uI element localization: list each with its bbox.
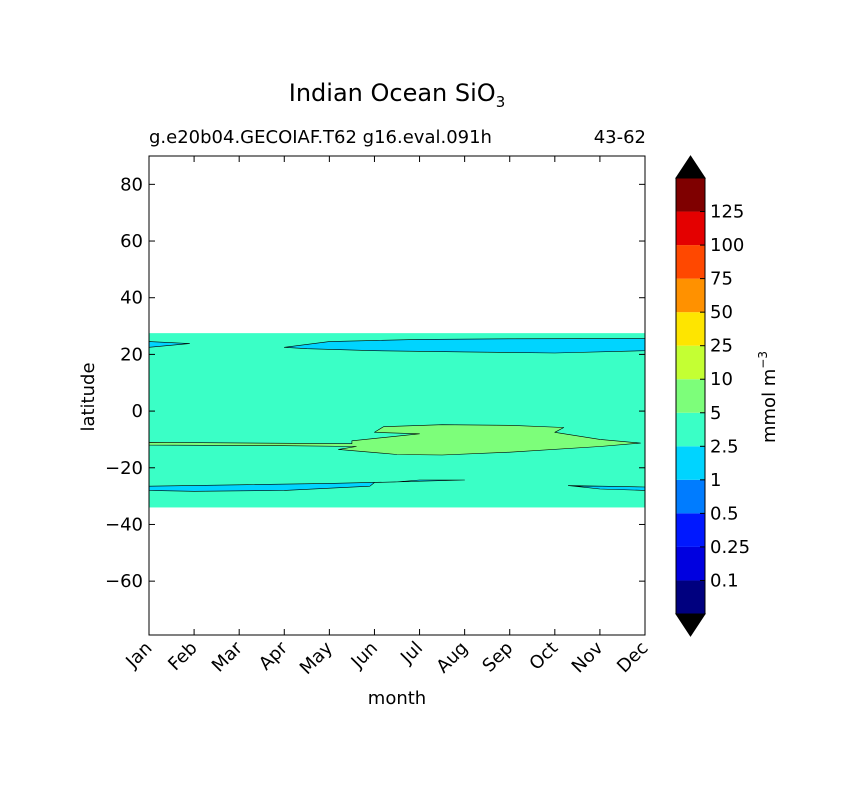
plot-area: 80 60 40 20 0 −20 −40 −60 Jan Feb Mar Apr May Jun Jul A… — [105, 155, 653, 679]
colorbar: 0.1 0.25 0.5 1 2.5 5 10 25 50 75 100 125 — [675, 155, 750, 637]
colorbar-swatch — [676, 513, 705, 547]
colorbar-extend-max — [675, 155, 706, 179]
colorbar-swatch — [676, 479, 705, 514]
x-tick-label: Jan — [121, 638, 156, 673]
y-tick-label: −40 — [105, 514, 143, 535]
colorbar-tick-label: 75 — [710, 269, 733, 290]
chart-title-subscript: 3 — [496, 93, 506, 111]
x-tick-label: Dec — [613, 638, 652, 677]
colorbar-tick-label: 0.25 — [710, 537, 750, 558]
colorbar-swatch — [676, 312, 705, 346]
x-tick-label: Sep — [478, 638, 517, 677]
colorbar-tick-label: 0.5 — [710, 503, 739, 524]
colorbar-swatch — [676, 211, 705, 246]
y-tick-label: −60 — [105, 571, 143, 592]
y-tick-label: 60 — [120, 231, 143, 252]
x-tick-label: May — [296, 637, 337, 678]
y-axis-label: latitude — [78, 362, 99, 431]
colorbar-tick-label: 100 — [710, 235, 744, 256]
y-tick-label: 40 — [120, 288, 143, 309]
colorbar-label-superscript: −3 — [756, 351, 770, 369]
y-tick-label: 0 — [132, 401, 143, 422]
x-tick-label: Oct — [525, 638, 562, 675]
colorbar-tick-label: 10 — [710, 369, 733, 390]
x-tick-label: Mar — [208, 637, 247, 676]
x-tick-label: Jun — [347, 638, 382, 673]
y-tick-label: 80 — [120, 174, 143, 195]
colorbar-extend-min — [675, 613, 706, 637]
colorbar-frame — [675, 177, 706, 615]
colorbar-tick-label: 0.1 — [710, 570, 739, 591]
colorbar-swatch — [676, 278, 705, 313]
colorbar-tick-label: 25 — [710, 336, 733, 357]
contour-feature-3 — [148, 424, 641, 456]
chart-subtitle-left: g.e20b04.GECOIAF.T62 g16.eval.091h — [149, 127, 492, 148]
colorbar-tick-label: 2.5 — [710, 436, 739, 457]
colorbar-tick-label: 1 — [710, 470, 721, 491]
colorbar-tick-label: 5 — [710, 403, 721, 424]
x-tick-label: Nov — [568, 637, 608, 677]
colorbar-swatch — [676, 546, 705, 581]
x-tick-label: Apr — [255, 637, 292, 674]
colorbar-swatch — [676, 178, 705, 212]
x-tick-label: Aug — [432, 638, 472, 678]
colorbar-swatch — [676, 580, 705, 614]
contour-feature-4 — [148, 479, 465, 492]
x-tick-label: Feb — [164, 638, 201, 675]
contour-region-2.5-5 — [149, 333, 645, 508]
colorbar-tick-label: 125 — [710, 202, 744, 223]
colorbar-swatch — [676, 379, 705, 413]
colorbar-tick-label: 50 — [710, 302, 733, 323]
colorbar-swatch — [676, 412, 705, 447]
chart-title: Indian Ocean SiO3 — [289, 79, 505, 111]
y-tick-label: 20 — [120, 344, 143, 365]
colorbar-swatch — [676, 345, 705, 380]
colorbar-label: mmol m−3 — [756, 351, 780, 443]
x-tick-label: Jul — [396, 638, 427, 669]
y-tick-label: −20 — [105, 458, 143, 479]
chart-subtitle-right: 43-62 — [594, 127, 646, 148]
plot-frame — [148, 155, 646, 636]
colorbar-swatch — [676, 446, 705, 480]
x-axis-label: month — [368, 688, 426, 709]
colorbar-swatch — [676, 245, 705, 279]
